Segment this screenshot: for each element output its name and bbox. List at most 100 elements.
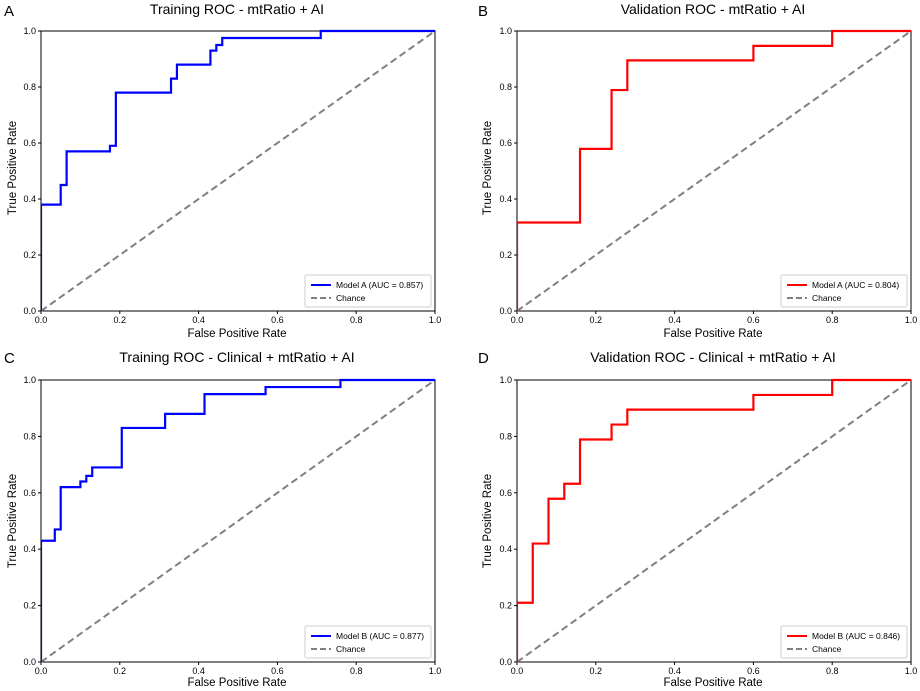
panel-a-legend-box — [304, 274, 432, 308]
panel-c-ytick-label: 0.2 — [23, 601, 36, 611]
panel-a-xtick-label: 0.0 — [35, 315, 48, 325]
panel-d-xtick-label: 0.2 — [590, 666, 603, 676]
panel-a-xtick-label: 0.2 — [114, 315, 127, 325]
panel-d-legend: Model B (AUC = 0.846) Chance — [780, 625, 908, 659]
panel-b-legend-chance-label: Chance — [812, 293, 842, 303]
panel-d-ytick-label: 0.6 — [499, 488, 512, 498]
panel-c-ytick-label: 0.0 — [23, 657, 36, 667]
panel-d-plot: 0.0 0.2 0.4 0.6 0.8 1.0 0.0 0.2 0.4 0.6 0.8 1.0 Mode… — [499, 375, 917, 676]
panel-a-xtick-label: 0.8 — [350, 315, 363, 325]
panel-b-ytick-label: 0.4 — [499, 194, 512, 204]
panel-c-ytick-label: 0.8 — [23, 431, 36, 441]
panel-c-legend-box — [304, 625, 432, 659]
panel-c-plot: 0.0 0.2 0.4 0.6 0.8 1.0 0.0 0.2 0.4 0.6 0.8 1.0 Mode… — [23, 375, 441, 676]
panel-letter-b: B — [478, 3, 488, 20]
panel-a-legend-model-label: Model A (AUC = 0.857) — [336, 280, 423, 290]
panel-c-ytick-label: 1.0 — [23, 375, 36, 385]
panel-a-xtick-label: 0.4 — [192, 315, 205, 325]
panel-c-xlabel: False Positive Rate — [187, 677, 286, 689]
panel-a-ytick-label: 0.8 — [23, 82, 36, 92]
panel-b-xtick-label: 0.4 — [668, 315, 681, 325]
panel-b-xtick-label: 1.0 — [905, 315, 918, 325]
panel-d-xtick-label: 0.6 — [747, 666, 760, 676]
panel-c: C Training ROC - Clinical + mtRatio + AI… — [4, 349, 355, 689]
panel-a-chance-line — [41, 30, 435, 312]
panel-c-legend-chance-label: Chance — [336, 644, 366, 654]
panel-d-xtick-label: 0.0 — [511, 666, 524, 676]
panel-d: D Validation ROC - Clinical + mtRatio + … — [478, 349, 836, 689]
panel-b-ytick-label: 0.8 — [499, 82, 512, 92]
panel-a-xtick-label: 0.6 — [271, 315, 284, 325]
panel-c-xtick-label: 0.8 — [350, 666, 363, 676]
panel-c-axes-frame — [40, 379, 436, 663]
panel-b-xtick-label: 0.6 — [747, 315, 760, 325]
panel-b-ytick-label: 0.6 — [499, 138, 512, 148]
panel-b-xtick-label: 0.2 — [590, 315, 603, 325]
panel-c-xtick-label: 0.0 — [35, 666, 48, 676]
panel-b-ylabel: True Positive Rate — [482, 121, 494, 215]
panel-c-ytick-label: 0.4 — [23, 544, 36, 554]
panel-b-plot: 0.0 0.2 0.4 0.6 0.8 1.0 0.0 0.2 0.4 0.6 0.8 1.0 Mode… — [499, 26, 917, 325]
panel-c-xtick-label: 0.2 — [114, 666, 127, 676]
panel-d-axes-frame — [516, 379, 912, 663]
panel-d-xtick-label: 1.0 — [905, 666, 918, 676]
panel-c-ylabel: True Positive Rate — [7, 474, 19, 568]
panel-a-roc-curve — [41, 29, 435, 311]
panel-a-ytick-label: 0.6 — [23, 138, 36, 148]
panel-b-legend: Model A (AUC = 0.804) Chance — [780, 274, 908, 308]
panel-a-legend-chance-label: Chance — [336, 293, 366, 303]
panel-c-title: Training ROC - Clinical + mtRatio + AI — [119, 349, 354, 365]
panel-c-legend-model-label: Model B (AUC = 0.877) — [336, 631, 424, 641]
panel-b-xtick-label: 0.8 — [826, 315, 839, 325]
panel-letter-d: D — [478, 350, 489, 367]
panel-a-ylabel: True Positive Rate — [7, 121, 19, 215]
panel-b-legend-model-label: Model A (AUC = 0.804) — [812, 280, 899, 290]
panel-b-ytick-label: 0.0 — [499, 306, 512, 316]
panel-a-ytick-label: 0.4 — [23, 194, 36, 204]
panel-d-ytick-label: 1.0 — [499, 375, 512, 385]
panel-a-legend: Model A (AUC = 0.857) Chance — [304, 274, 432, 308]
panel-b-axes-frame — [516, 30, 912, 312]
panel-d-xtick-label: 0.4 — [668, 666, 681, 676]
panel-c-roc-curve — [41, 378, 435, 662]
panel-c-ytick-label: 0.6 — [23, 488, 36, 498]
panel-b-ytick-label: 0.2 — [499, 250, 512, 260]
panel-d-ylabel: True Positive Rate — [482, 474, 494, 568]
panel-d-ytick-label: 0.8 — [499, 431, 512, 441]
panel-b-roc-curve — [517, 29, 911, 311]
panel-d-chance-line — [517, 379, 911, 663]
panel-letter-a: A — [4, 3, 14, 20]
panel-a-ytick-label: 1.0 — [23, 26, 36, 36]
panel-d-ytick-label: 0.2 — [499, 601, 512, 611]
panel-a-xlabel: False Positive Rate — [187, 328, 286, 340]
panel-a: A Training ROC - mtRatio + AI False Posi… — [4, 1, 324, 340]
panel-a-ytick-label: 0.0 — [23, 306, 36, 316]
panel-b-title: Validation ROC - mtRatio + AI — [621, 1, 806, 17]
panel-letter-c: C — [4, 350, 15, 367]
panel-c-xtick-label: 0.6 — [271, 666, 284, 676]
panel-a-xtick-label: 1.0 — [429, 315, 442, 325]
panel-c-chance-line — [41, 379, 435, 663]
panel-d-xtick-label: 0.8 — [826, 666, 839, 676]
panel-d-legend-model-label: Model B (AUC = 0.846) — [812, 631, 900, 641]
panel-b-xtick-label: 0.0 — [511, 315, 524, 325]
panel-d-xlabel: False Positive Rate — [663, 677, 762, 689]
panel-d-legend-box — [780, 625, 908, 659]
panel-d-roc-curve — [517, 378, 911, 662]
panel-b-chance-line — [517, 30, 911, 312]
panel-b-xlabel: False Positive Rate — [663, 328, 762, 340]
panel-c-legend: Model B (AUC = 0.877) Chance — [304, 625, 432, 659]
panel-d-ytick-label: 0.4 — [499, 544, 512, 554]
panel-d-legend-chance-label: Chance — [812, 644, 842, 654]
panel-b-legend-box — [780, 274, 908, 308]
panel-a-axes-frame — [40, 30, 436, 312]
panel-c-xtick-label: 0.4 — [192, 666, 205, 676]
panel-d-title: Validation ROC - Clinical + mtRatio + AI — [590, 349, 836, 365]
panel-a-plot: 0.0 0.2 0.4 0.6 0.8 1.0 0.0 0.2 0.4 0.6 0.8 1.0 Mode… — [23, 26, 441, 325]
panel-b-ytick-label: 1.0 — [499, 26, 512, 36]
panel-a-title: Training ROC - mtRatio + AI — [150, 1, 324, 17]
panel-c-xtick-label: 1.0 — [429, 666, 442, 676]
panel-d-ytick-label: 0.0 — [499, 657, 512, 667]
panel-b: B Validation ROC - mtRatio + AI False Po… — [478, 1, 805, 340]
